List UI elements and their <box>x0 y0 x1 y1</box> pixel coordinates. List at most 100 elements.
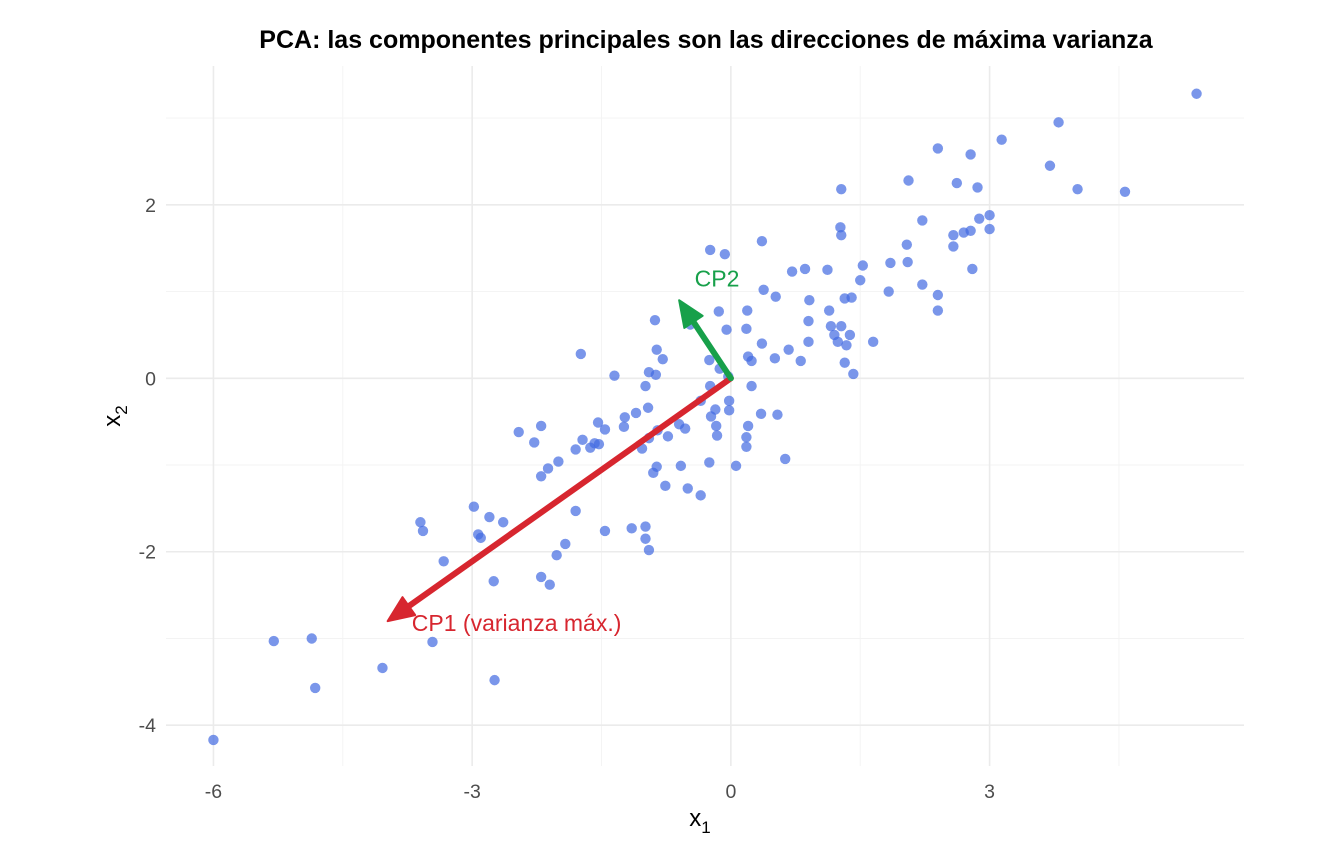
y-axis-title-subscript: 2 <box>112 405 131 414</box>
data-point <box>723 405 735 416</box>
data-point <box>642 402 654 413</box>
data-point <box>769 353 781 364</box>
data-point <box>711 420 722 432</box>
y-tick-label: 2 <box>145 195 156 217</box>
x-tick-label: -6 <box>205 781 222 803</box>
data-point <box>823 305 835 316</box>
data-point <box>855 275 866 286</box>
data-point <box>679 423 691 434</box>
data-point <box>535 571 547 583</box>
data-point <box>967 263 978 275</box>
data-point <box>1044 160 1056 171</box>
data-point <box>268 635 279 647</box>
data-point <box>742 305 753 316</box>
data-point <box>648 467 659 479</box>
data-point <box>1119 186 1131 197</box>
data-point <box>535 420 547 432</box>
data-point <box>618 421 630 433</box>
data-point <box>570 444 581 455</box>
data-point <box>746 380 757 392</box>
data-point <box>682 483 693 494</box>
y-axis-title-main: x <box>99 415 126 427</box>
data-point <box>770 291 781 302</box>
x-tick-label: -3 <box>463 781 480 803</box>
scatter-points <box>208 88 1202 746</box>
data-point <box>780 453 791 465</box>
data-point <box>488 576 499 587</box>
data-point <box>974 213 985 224</box>
data-point <box>592 417 604 428</box>
data-point <box>984 209 995 221</box>
data-point <box>901 239 913 250</box>
data-point <box>704 457 715 468</box>
data-point <box>822 264 833 276</box>
data-point <box>719 249 731 260</box>
data-point <box>783 344 794 355</box>
data-point <box>832 336 844 348</box>
data-point <box>497 517 509 528</box>
data-point <box>208 734 219 746</box>
data-point <box>746 355 757 367</box>
y-axis-title: x2 <box>99 405 131 426</box>
data-point <box>825 321 837 332</box>
data-point <box>626 523 637 534</box>
data-point <box>932 289 944 301</box>
data-point <box>848 368 859 380</box>
data-point <box>932 305 944 316</box>
x-axis-title-subscript: 1 <box>701 818 710 837</box>
data-point <box>867 336 879 348</box>
data-point <box>723 395 735 407</box>
cp2-label: CP2 <box>695 266 740 292</box>
y-tick-label: -2 <box>139 542 156 564</box>
data-point <box>741 432 752 443</box>
data-point <box>306 633 317 644</box>
data-point <box>836 229 847 241</box>
data-point <box>730 460 742 472</box>
data-point <box>489 674 500 686</box>
data-point <box>932 143 944 154</box>
data-point <box>551 550 562 561</box>
data-point <box>758 284 769 295</box>
data-point <box>415 517 426 528</box>
data-point <box>795 355 806 367</box>
data-point <box>704 244 716 256</box>
grid-lines <box>166 66 1244 766</box>
data-point <box>593 438 605 450</box>
data-point <box>1072 183 1083 195</box>
data-point <box>711 430 723 441</box>
data-point <box>704 354 715 366</box>
data-point <box>662 431 674 442</box>
data-point <box>741 441 752 452</box>
data-point <box>742 420 754 432</box>
data-point <box>630 407 642 419</box>
data-point <box>836 321 847 332</box>
data-point <box>651 344 662 355</box>
data-point <box>544 579 555 590</box>
data-point <box>741 323 752 335</box>
data-point <box>885 257 896 269</box>
data-point <box>958 227 969 238</box>
x-axis-title-main: x <box>689 805 701 832</box>
data-point <box>529 437 540 448</box>
data-point <box>577 434 588 446</box>
data-point <box>839 293 850 304</box>
data-point <box>513 426 524 438</box>
data-point <box>713 306 724 317</box>
data-point <box>755 408 767 420</box>
data-point <box>650 369 662 380</box>
data-point <box>803 336 814 348</box>
data-point <box>786 266 798 277</box>
data-point <box>643 544 655 556</box>
data-point <box>902 256 913 268</box>
data-point <box>804 295 815 306</box>
cp2-vector-shaft <box>690 318 734 382</box>
data-point <box>705 411 717 422</box>
cp2-vector <box>678 299 734 382</box>
chart-title: PCA: las componentes principales son las… <box>259 26 1153 54</box>
data-point <box>585 442 596 453</box>
data-point <box>951 177 963 189</box>
data-point <box>599 525 611 537</box>
data-point <box>609 370 620 381</box>
data-point <box>417 525 429 537</box>
